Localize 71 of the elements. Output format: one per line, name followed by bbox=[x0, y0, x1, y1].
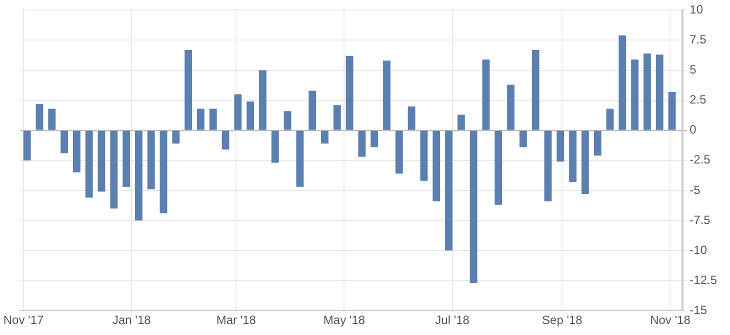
bar bbox=[172, 130, 180, 144]
y-tick-label: -7.5 bbox=[690, 212, 711, 227]
bar bbox=[160, 130, 168, 214]
bar bbox=[48, 108, 56, 130]
y-tick-label: 5 bbox=[690, 62, 697, 77]
bar bbox=[197, 108, 204, 130]
y-tick-label: -15 bbox=[690, 302, 708, 317]
bar bbox=[370, 130, 378, 148]
bar bbox=[445, 130, 452, 251]
bar bbox=[556, 130, 564, 162]
bar bbox=[246, 102, 254, 130]
y-tick-label: -5 bbox=[690, 182, 701, 197]
bar bbox=[408, 106, 416, 130]
bar bbox=[308, 90, 316, 130]
x-tick-label: Jul '18 bbox=[435, 313, 470, 328]
bar bbox=[395, 130, 403, 174]
bar bbox=[85, 130, 93, 198]
bar bbox=[36, 104, 44, 130]
bar bbox=[494, 130, 502, 205]
x-tick-label: Nov '17 bbox=[3, 313, 44, 328]
bar bbox=[346, 56, 354, 130]
bar bbox=[470, 130, 478, 283]
bar bbox=[134, 130, 142, 220]
y-tick-label: -2.5 bbox=[690, 152, 711, 167]
bar bbox=[358, 130, 366, 157]
y-tick-label: 10 bbox=[690, 2, 704, 17]
bar bbox=[259, 70, 266, 130]
bar bbox=[110, 130, 118, 208]
bar bbox=[122, 130, 130, 187]
bar bbox=[98, 130, 106, 192]
x-tick-label: Mar '18 bbox=[216, 313, 256, 328]
bar bbox=[606, 108, 614, 130]
bar bbox=[296, 130, 304, 187]
bar bbox=[668, 92, 676, 130]
bar bbox=[519, 130, 527, 148]
y-tick-label: -12.5 bbox=[690, 272, 718, 287]
bar bbox=[271, 130, 279, 163]
bar bbox=[23, 130, 31, 160]
bar bbox=[209, 108, 217, 130]
bar bbox=[643, 53, 651, 130]
bar bbox=[222, 130, 230, 150]
bar bbox=[60, 130, 68, 154]
x-tick-label: Sep '18 bbox=[542, 313, 583, 328]
bar bbox=[383, 60, 390, 130]
bar bbox=[432, 130, 440, 202]
bar bbox=[147, 130, 155, 190]
bar bbox=[581, 130, 589, 194]
y-tick-label: 7.5 bbox=[690, 32, 707, 47]
bar bbox=[482, 59, 490, 130]
bar bbox=[457, 114, 465, 130]
y-tick-label: 2.5 bbox=[690, 92, 707, 107]
x-tick-label: May '18 bbox=[323, 313, 366, 328]
bar bbox=[594, 130, 602, 156]
y-tick-label: 0 bbox=[690, 122, 697, 137]
bar bbox=[284, 111, 292, 130]
bar bbox=[631, 59, 639, 130]
bar bbox=[656, 54, 664, 130]
x-tick-label: Nov '18 bbox=[650, 313, 691, 328]
bar bbox=[184, 50, 192, 130]
bar bbox=[569, 130, 577, 182]
bar bbox=[72, 130, 80, 172]
bar bbox=[532, 50, 540, 130]
bar bbox=[618, 35, 626, 130]
bar bbox=[333, 105, 341, 130]
bar bbox=[544, 130, 552, 202]
x-tick-label: Jan '18 bbox=[112, 313, 152, 328]
y-tick-label: -10 bbox=[690, 242, 708, 257]
bar bbox=[234, 94, 242, 130]
bar bbox=[507, 84, 515, 130]
bar bbox=[420, 130, 428, 181]
bar bbox=[321, 130, 328, 144]
